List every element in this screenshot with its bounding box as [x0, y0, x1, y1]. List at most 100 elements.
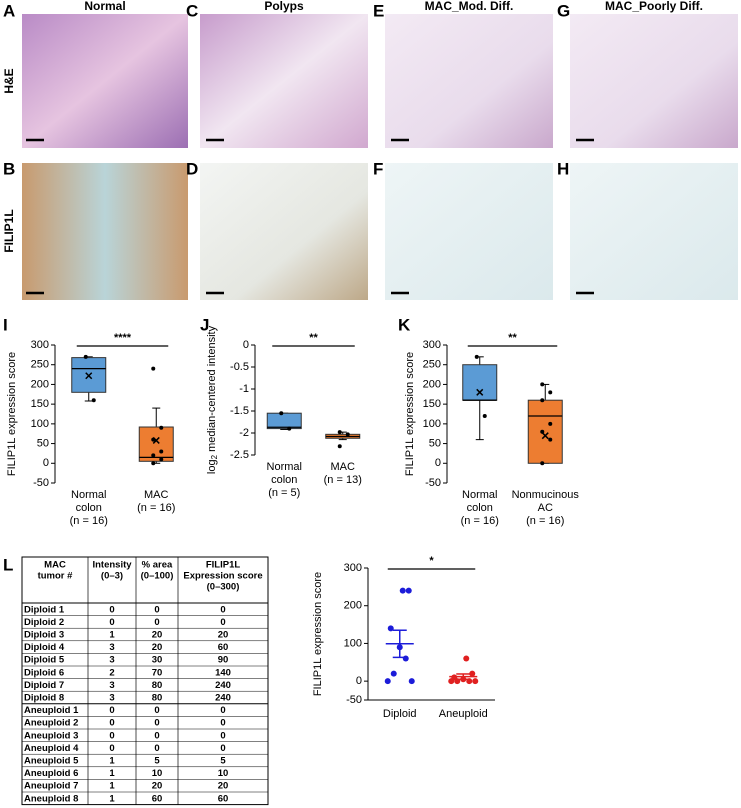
- ihc-image: [22, 163, 188, 300]
- data-point: [548, 437, 553, 442]
- panel-label: I: [3, 315, 8, 334]
- data-point: [472, 678, 479, 685]
- panel-label: L: [3, 555, 13, 574]
- table-cell: 5: [220, 756, 226, 767]
- y-tick-label: 0: [435, 457, 441, 469]
- data-point: [402, 655, 409, 662]
- table-header: tumor #: [38, 571, 74, 582]
- significance-label: **: [508, 332, 517, 344]
- y-tick-label: 150: [423, 398, 441, 410]
- significance-label: **: [309, 332, 318, 344]
- y-axis-label-part: log: [206, 459, 218, 474]
- table-cell: Aneuploid 1: [24, 705, 79, 716]
- table-cell: 0: [220, 743, 225, 754]
- column-title: MAC_Poorly Diff.: [605, 0, 703, 13]
- table-cell: 0: [109, 705, 114, 716]
- panel-label: D: [186, 159, 198, 178]
- x-tick-label: Nonmucinous: [512, 489, 580, 501]
- table-cell: 0: [220, 604, 225, 615]
- y-tick-label: 0: [243, 339, 249, 351]
- y-tick-label: 250: [31, 359, 49, 371]
- table-cell: 0: [109, 743, 114, 754]
- data-point: [482, 413, 487, 418]
- panel-label: K: [398, 315, 411, 334]
- column-title: Normal: [84, 0, 125, 13]
- data-point: [279, 411, 284, 416]
- table-cell: 20: [152, 630, 163, 641]
- significance-label: *: [429, 555, 434, 567]
- data-point: [408, 678, 415, 685]
- table-header: % area: [142, 560, 173, 571]
- he-image: [570, 14, 738, 148]
- x-tick-label: (n = 13): [324, 474, 362, 486]
- y-tick-label: 0: [356, 675, 362, 687]
- data-point: [548, 421, 553, 426]
- x-tick-label: Normal: [267, 461, 302, 473]
- table-header: Expression score: [183, 571, 262, 582]
- x-tick-label: MAC: [331, 461, 356, 473]
- table-cell: 0: [220, 705, 225, 716]
- data-point: [399, 587, 406, 594]
- box: [527, 399, 563, 464]
- data-point: [384, 678, 391, 685]
- table-cell: 0: [154, 743, 159, 754]
- table-cell: 140: [215, 667, 231, 678]
- table-header: FILIP1L: [206, 560, 241, 571]
- panel-label: B: [3, 159, 15, 178]
- y-tick-label: 100: [344, 637, 362, 649]
- table-cell: 1: [109, 781, 115, 792]
- data-point: [345, 432, 350, 437]
- table-cell: 1: [109, 793, 115, 804]
- x-tick-label: colon: [467, 502, 493, 514]
- table-cell: Diploid 7: [24, 680, 64, 691]
- y-tick-label: 100: [423, 418, 441, 430]
- data-point: [337, 430, 342, 435]
- table-cell: Diploid 4: [24, 642, 65, 653]
- row-label: H&E: [2, 68, 16, 93]
- table-cell: 60: [152, 793, 163, 804]
- data-point: [463, 655, 470, 662]
- panel-label: G: [557, 1, 570, 20]
- ihc-image: [200, 163, 368, 300]
- data-point: [159, 425, 164, 430]
- table-cell: 20: [218, 630, 229, 641]
- y-tick-label: 200: [423, 378, 441, 390]
- data-point: [83, 354, 88, 359]
- row-label: FILIP1L: [2, 209, 16, 252]
- table-cell: 80: [152, 693, 163, 704]
- data-point: [540, 398, 545, 403]
- y-tick-label: 250: [423, 359, 441, 371]
- y-tick-label: 100: [31, 418, 49, 430]
- data-point: [151, 437, 156, 442]
- box: [138, 426, 174, 462]
- data-point: [91, 398, 96, 403]
- table-cell: 0: [220, 617, 225, 628]
- x-tick-label: colon: [271, 474, 297, 486]
- y-tick-label: 300: [344, 562, 362, 574]
- column-title: MAC_Mod. Diff.: [425, 0, 514, 13]
- y-tick-label: -0.5: [230, 361, 249, 373]
- x-tick-label: Diploid: [383, 708, 417, 720]
- table-cell: 0: [220, 730, 225, 741]
- panel-label: F: [373, 159, 383, 178]
- table-cell: 0: [109, 604, 114, 615]
- table-border: [21, 556, 269, 806]
- table-cell: 1: [109, 756, 115, 767]
- table-cell: 10: [152, 768, 163, 779]
- data-point: [337, 444, 342, 449]
- table-cell: 0: [220, 718, 225, 729]
- x-tick-label: (n = 5): [268, 487, 300, 499]
- y-axis-label-part: 2: [210, 454, 219, 459]
- he-image: [22, 14, 188, 148]
- y-tick-label: -2: [239, 427, 249, 439]
- data-point: [540, 461, 545, 466]
- data-point: [387, 625, 394, 632]
- table-cell: 0: [109, 730, 114, 741]
- y-axis-label: FILIP1L expression score: [6, 352, 18, 476]
- table-cell: 3: [109, 655, 114, 666]
- ihc-image: [385, 163, 553, 300]
- panel-label: A: [3, 1, 15, 20]
- table-header: MAC: [44, 560, 66, 571]
- y-tick-label: -1.5: [230, 405, 249, 417]
